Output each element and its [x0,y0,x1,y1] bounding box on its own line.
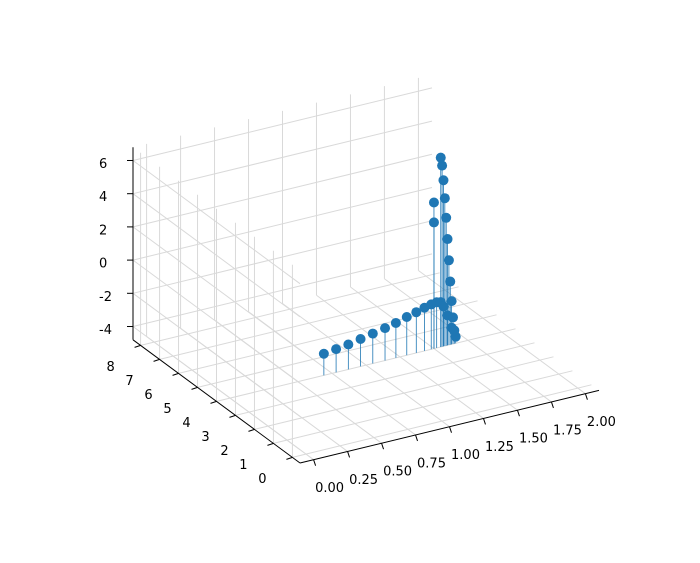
grid-line [132,187,433,261]
z-tick-label: 0 [99,257,107,272]
stem-marker [438,175,449,186]
x-tick-label: 0.25 [349,473,378,488]
stem-marker [411,307,422,318]
y-tick-label: 4 [182,416,190,431]
stem-marker [441,212,452,223]
stem-marker [355,334,366,345]
grid-line [216,328,516,402]
y-tick [191,386,198,390]
stem-marker [445,276,456,287]
y-tick-label: 2 [220,444,228,459]
grid-line [132,326,301,451]
grid-line [132,292,301,417]
x-tick-label: 1.50 [519,432,548,447]
stem-marker [428,197,439,208]
stem-marker [442,234,453,245]
x-tick [313,459,317,466]
z-tick-label: 2 [99,223,107,238]
x-tick-label: 2.00 [587,415,616,430]
stem-marker [367,328,378,339]
x-tick [415,434,418,442]
grid-line [132,153,433,228]
y-tick [229,414,236,418]
stem-marker [390,317,401,328]
stem-marker [438,301,449,312]
x-tick [516,410,520,417]
grid-line [132,259,301,384]
x-tick-label: 0.50 [383,465,412,480]
grid-line [132,226,301,351]
y-tick [134,344,141,348]
stem-marker [343,339,354,350]
grid-line [178,300,478,374]
stem-marker [401,312,412,323]
grid-line [132,253,433,328]
x-tick [584,393,588,400]
x-tick [550,401,554,409]
grid-line [292,384,592,458]
z-tick-label: -2 [99,290,112,305]
stem-marker [435,152,446,163]
y-tick-label: 3 [201,430,209,445]
grid-line [273,370,573,444]
y-tick-label: 5 [163,402,171,417]
grid-line [132,220,433,294]
x-tick [381,443,385,450]
x-tick [483,418,486,425]
grid-line [132,87,433,161]
y-tick [172,372,179,376]
grid-line [159,286,459,360]
stem-marker [443,255,454,266]
y-tick [153,358,160,362]
y-tick-label: 1 [239,458,247,473]
grid-line [254,356,554,430]
grid-line [235,342,535,416]
stem-marker [446,296,457,307]
stem-marker [447,312,458,323]
stem-marker [437,160,448,171]
x-tick-label: 1.00 [451,448,480,463]
stem-marker [318,348,329,359]
z-tick-label: 4 [99,190,107,205]
x-tick-label: 1.75 [553,423,582,438]
y-tick-label: 8 [106,360,114,375]
y-tick-label: 7 [125,374,133,389]
y-tick [267,442,274,446]
y-tick [210,400,217,404]
y-tick [286,456,293,460]
z-tick-label: 6 [99,157,107,172]
x-tick-label: 0.75 [417,456,446,471]
x-tick-label: 0.00 [315,481,344,496]
x-tick [347,451,351,458]
stem-marker [439,193,450,204]
y-tick-label: 0 [258,472,266,487]
y-tick [248,428,255,432]
stem-marker [428,217,439,228]
grid-line [132,193,301,318]
x-tick-label: 1.25 [485,440,514,455]
stem-marker [449,325,460,336]
grid-line [132,120,433,195]
stem-marker [331,344,342,355]
x-tick [449,426,452,433]
grid-line [132,160,301,285]
stem-marker [380,323,391,334]
y-tick-label: 6 [144,388,152,403]
z-tick-label: -4 [99,323,112,338]
